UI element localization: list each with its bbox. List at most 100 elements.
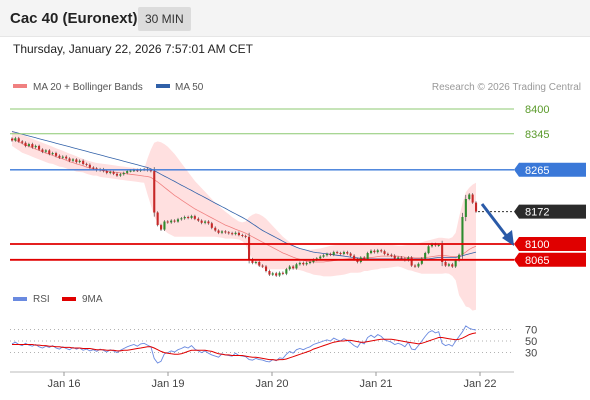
candle-body [393,255,396,259]
candle-body [204,221,207,223]
candle-body [366,253,369,259]
rsi-ma-line [12,332,477,361]
chart-header: Cac 40 (Euronext) 30 MIN [0,0,590,37]
candle-body [427,246,430,254]
candle-body [248,236,251,260]
candle-body [200,220,203,223]
candle-body [48,150,51,154]
candle-body [281,272,284,274]
ma20-line [11,137,477,263]
candle-body [55,153,58,156]
candle-body [380,250,383,252]
level-tag-8265 [514,162,586,177]
candle-body [346,252,349,254]
candle-body [68,158,71,161]
candle-body [373,250,376,253]
level-label-8065: 8065 [525,255,549,267]
level-label-8100: 8100 [525,239,549,251]
candle-body [44,150,47,152]
candle-body [312,259,315,263]
candle-body [51,153,54,155]
candle-body [210,223,213,228]
candle-body [471,194,474,203]
interval-badge[interactable]: 30 MIN [138,7,191,31]
candle-body [288,266,291,270]
candle-body [85,163,88,165]
price-plot [11,130,478,311]
level-tag-8065 [514,252,586,267]
candle-body [11,138,14,141]
candle-body [278,272,281,276]
copyright-text: Research © 2026 Trading Central [432,82,581,93]
candle-body [444,262,447,266]
candle-body [336,252,339,254]
candle-body [88,164,91,168]
legend-rsi-swatch [13,297,27,301]
candle-body [441,244,444,262]
candle-body [417,263,420,267]
candle-body [383,251,386,254]
candle-body [24,142,27,146]
timestamp: Thursday, January 22, 2026 7:57:01 AM CE… [13,42,253,56]
candle-body [295,264,298,269]
candle-body [112,172,115,174]
candle-body [244,235,247,237]
candle-body [129,170,132,172]
candle-body [332,252,335,255]
level-tag-8172 [514,204,586,219]
candle-body [71,159,74,161]
candle-body [475,202,478,212]
candle-body [410,257,413,266]
candle-body [363,257,366,259]
level-label-8345: 8345 [525,129,549,141]
candle-body [454,260,457,267]
candle-body [105,171,108,173]
candle-body [261,265,264,267]
candle-body [430,244,433,247]
x-tick-label: Jan 21 [359,378,392,390]
candle-body [424,253,427,259]
candle-body [160,225,163,230]
legend-ma20-swatch [13,84,27,88]
candle-body [329,253,332,255]
legend-ma20-label: MA 20 + Bollinger Bands [33,82,143,93]
candle-body [122,172,125,175]
rsi-tick-label-70: 70 [525,324,537,336]
candle-body [241,235,244,236]
candle-body [397,257,400,259]
candle-body [38,145,41,150]
candle-body [82,160,85,164]
candle-body [193,216,196,219]
candle-body [220,231,223,233]
candle-body [298,262,301,265]
candle-body [41,149,44,152]
candle-body [14,138,17,141]
legend-rsi-label: RSI [33,294,50,305]
candle-body [183,217,186,219]
candle-body [254,262,257,263]
candle-body [170,220,173,223]
candle-body [376,250,379,253]
candle-body [153,171,156,213]
candle-body [325,253,328,256]
candle-body [437,244,440,246]
candle-body [447,264,450,266]
candle-body [414,265,417,267]
candle-body [349,253,352,256]
candle-body [156,212,159,226]
candle-body [180,218,183,220]
candle-body [190,216,193,218]
rsi-tick-label-50: 50 [525,336,537,348]
candle-body [251,259,254,263]
candle-body [78,160,81,163]
candle-body [265,266,268,271]
candle-body [119,174,122,176]
candle-body [207,221,210,224]
candle-body [224,231,227,233]
candle-body [268,271,271,275]
candle-body [126,171,129,173]
candle-body [173,220,176,222]
candle-body [176,219,179,222]
